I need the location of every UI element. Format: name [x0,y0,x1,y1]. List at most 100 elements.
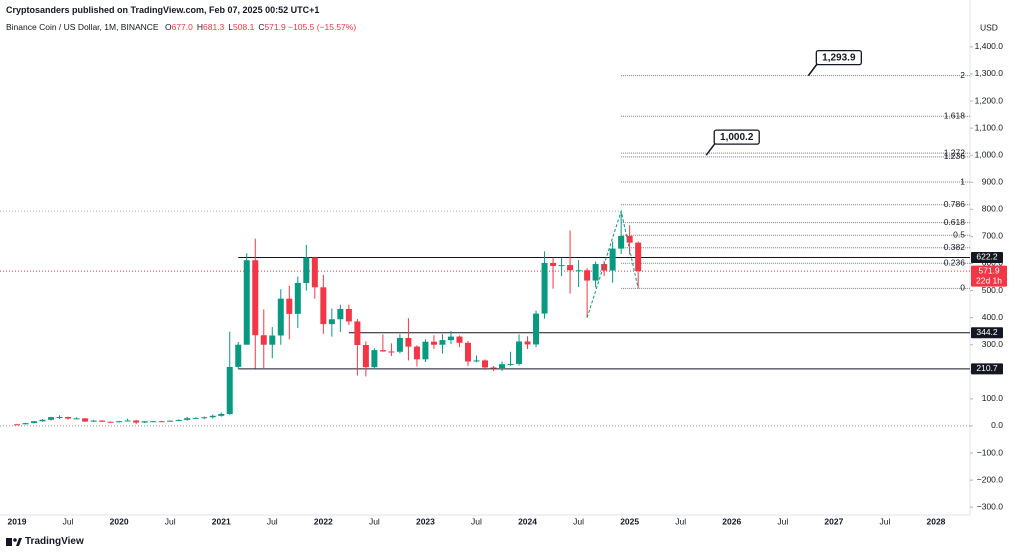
candle-body [31,421,38,424]
x-tick-label: 2022 [314,516,333,526]
legend: Binance Coin / US Dollar, 1M, BINANCE O6… [6,22,356,32]
x-tick-label: 2026 [722,516,741,526]
candle-body [413,346,420,360]
candle-body [405,337,412,347]
candle-body [541,262,548,314]
candle-body [430,341,437,345]
candle-body [260,335,267,345]
candle-body [345,308,352,322]
symbol: Binance Coin / US Dollar, 1M, BINANCE [6,22,159,32]
candle-body [447,336,454,341]
callout-text: 1,293.9 [822,52,856,63]
callout-pointer [705,142,716,156]
ohlc-value: 508.1 [233,22,255,32]
callout-box [815,49,862,66]
candle-body [56,416,63,418]
candle-body [150,421,157,423]
candle-body [575,270,582,272]
y-tick-label: 300.0 [982,339,1004,349]
candle-body [371,350,378,368]
fib-level-label: 0 [960,283,965,293]
candle-body [337,308,344,320]
candle-body [320,287,327,325]
y-tick-label: −100.0 [977,447,1004,457]
fib-level-label: 0.786 [944,199,966,209]
candle-body [201,417,208,419]
y-tick-label: 100.0 [982,393,1004,403]
x-tick-label: Jul [267,516,278,526]
ohlc-value: 681.3 [203,22,225,32]
candle-body [456,336,463,343]
callout-box [713,129,760,145]
y-tick-label: 800.0 [982,204,1004,214]
candle-body [73,418,80,420]
x-tick-label: Jul [471,516,482,526]
level-tag [971,251,1003,263]
y-tick-label: 1,300.0 [975,68,1004,78]
publisher: Cryptosanders published on TradingView.c… [6,5,320,15]
candle-body [601,264,608,271]
candle-body [48,417,55,420]
candle-body [90,420,97,422]
candle-body [533,313,540,345]
x-tick-label: Jul [777,516,788,526]
fib-level-label: 0.382 [944,242,966,252]
candle-body [99,420,106,422]
x-tick-label: 2024 [518,516,537,526]
ohlc-key: L [228,22,234,32]
candle-body [464,342,471,362]
ohlc-key: H [196,22,204,32]
candle-body [499,364,506,368]
x-tick-label: Jul [63,516,74,526]
footer: TradingView [6,536,84,547]
fib-level-label: 2 [960,70,965,80]
candle-body [192,417,199,419]
y-tick-label: 900.0 [982,177,1004,187]
currency: USD [980,22,998,32]
x-tick-label: 2027 [824,516,843,526]
candle-body [243,260,250,345]
x-tick-label: 2020 [110,516,129,526]
countdown: 22d 1h [976,275,1002,285]
level-label: 622.2 [976,252,998,262]
candle-body [388,351,395,353]
candle-body [294,282,301,314]
candle-body [592,264,599,281]
candle-body [362,344,369,368]
x-tick-label: Jul [369,516,380,526]
candle-body [226,366,233,414]
y-tick-label: 1,000.0 [975,149,1004,159]
candle-body [39,419,46,422]
candle-body [252,260,259,336]
candle-body [567,265,574,271]
candle-body [133,420,140,423]
level-tag [971,327,1003,339]
candle-body [269,335,276,345]
candle-body [22,423,29,425]
candle-body [277,298,284,336]
last-price-label: 571.9 [978,265,1000,275]
callout-text: 1,000.2 [720,132,754,143]
candle-body [558,265,565,267]
candle-body [490,367,497,369]
candle-body [626,235,633,243]
candle-body [482,360,488,368]
candle-body [124,420,131,422]
candle-body [635,242,642,272]
candle-body [618,235,625,249]
y-tick-label: 700.0 [982,231,1004,241]
fib-level-label: 0.236 [944,258,966,268]
candle-body [609,248,616,271]
candle-body [175,419,182,421]
fib-level-label: 0.618 [944,217,966,227]
candle-body [396,337,403,352]
last-price-tag [971,265,1007,287]
candle-body [14,424,21,426]
candle-body [286,298,293,314]
candle-body [328,319,335,325]
x-tick-label: 2023 [416,516,435,526]
y-tick-label: 500.0 [982,285,1004,295]
logo [6,537,22,546]
fib-level-label: 1.236 [944,151,966,161]
